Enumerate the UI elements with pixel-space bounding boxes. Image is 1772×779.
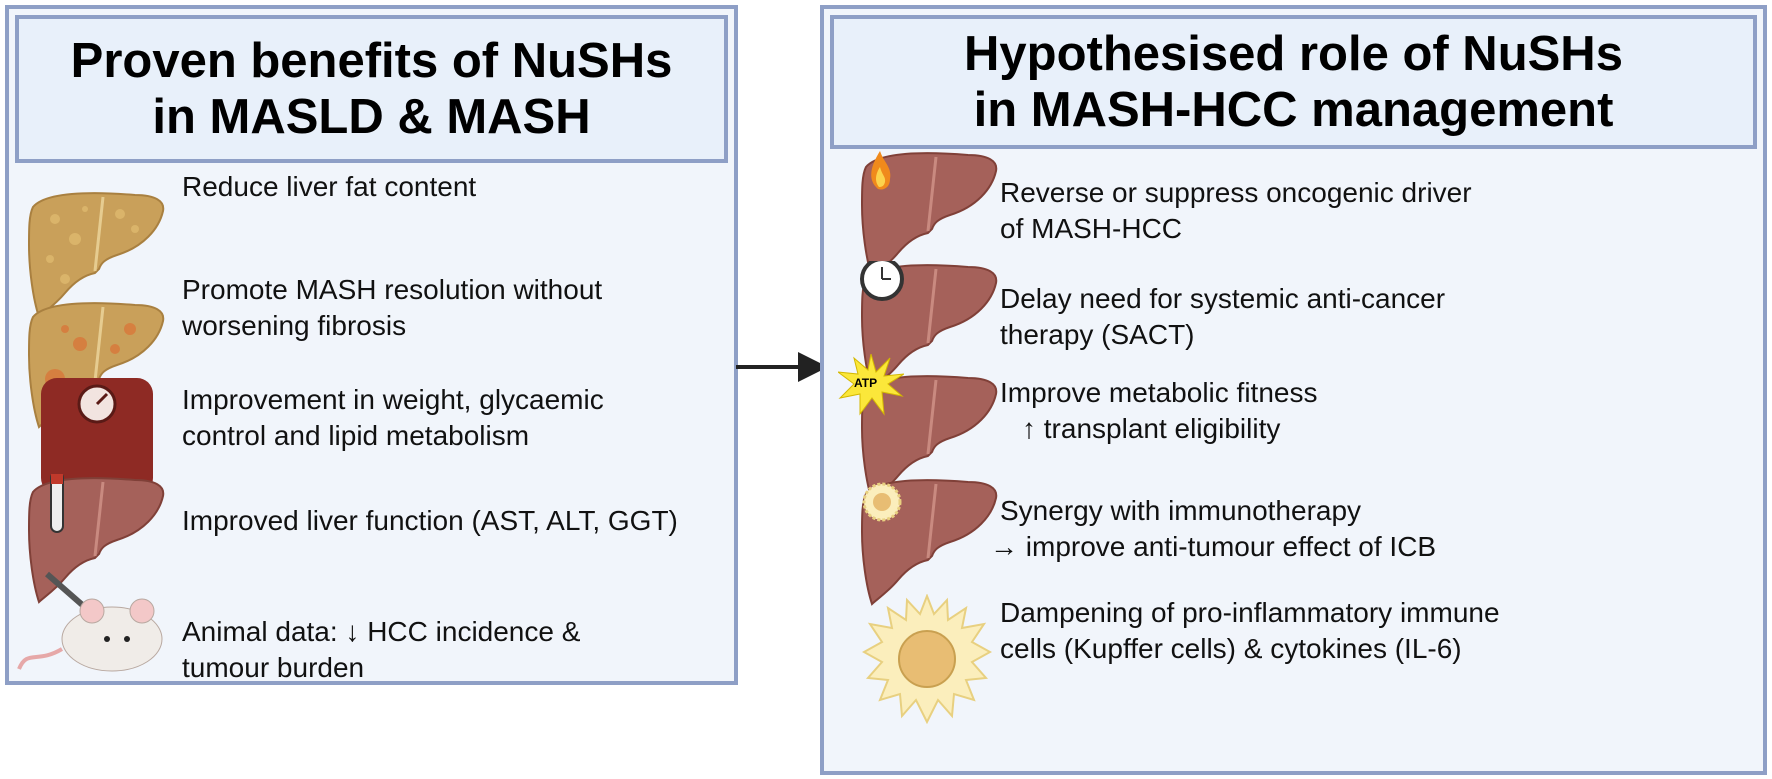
up-arrow-icon: ↑ (1022, 413, 1036, 444)
connector-arrow-icon (736, 352, 828, 382)
mouse-injection-icon (17, 571, 163, 672)
role-item: Reverse or suppress oncogenic driver of M… (1000, 175, 1472, 247)
title-line: Proven benefits of NuSHs (70, 34, 673, 88)
item-text: Reverse or suppress oncogenic driver (1000, 177, 1472, 208)
fatty-liver-icon (28, 192, 165, 318)
item-text: improve anti-tumour effect of ICB (1025, 531, 1437, 562)
benefit-item: Promote MASH resolution without worsening… (182, 272, 602, 344)
weighing-scale-icon (41, 378, 153, 494)
item-text: Improve metabolic fitness (1000, 377, 1318, 408)
item-text: Reduce liver fat content (182, 171, 477, 202)
left-panel: Proven benefits of NuSHs in MASLD & MASH … (5, 5, 738, 685)
left-panel-title: Proven benefits of NuSHs in MASLD & MASH (15, 15, 728, 163)
item-text: Delay need for systemic anti-cancer (1000, 283, 1446, 314)
title-line: in MASLD & MASH (152, 90, 591, 144)
item-text: Synergy with immunotherapy (1000, 495, 1362, 526)
item-text: Animal data: (182, 616, 338, 647)
item-text: therapy (SACT) (1000, 319, 1195, 350)
item-text: HCC incidence & (367, 616, 581, 647)
kupffer-cell-icon (862, 594, 992, 724)
liver-clock-icon (860, 261, 998, 390)
benefit-item: Improved liver function (AST, ALT, GGT) (182, 503, 678, 539)
item-text: transplant eligibility (1043, 413, 1281, 444)
item-text: Dampening of pro-inflammatory immune (1000, 597, 1500, 628)
item-text: cells (Kupffer cells) & cytokines (IL-6) (1000, 633, 1462, 664)
right-panel-title: Hypothesised role of NuSHs in MASH-HCC ma… (830, 15, 1757, 149)
right-arrow-icon: → (990, 531, 1018, 562)
role-item: Delay need for systemic anti-cancer thera… (1000, 281, 1445, 353)
item-text: Promote MASH resolution without (182, 274, 603, 305)
benefit-item: Improvement in weight, glycaemic control … (182, 382, 604, 454)
item-text: Improved liver function (AST, ALT, GGT) (182, 505, 678, 536)
item-text: tumour burden (182, 652, 365, 683)
atp-burst-icon (838, 354, 904, 416)
liver-immune-cell-icon (858, 464, 1008, 605)
liver-blood-test-icon (28, 474, 165, 603)
item-text: worsening fibrosis (182, 310, 407, 341)
item-text: control and lipid metabolism (182, 420, 530, 451)
benefit-item: Reduce liver fat content (182, 169, 476, 205)
liver-atp-icon: ATP (838, 354, 1008, 501)
title-line: Hypothesised role of NuSHs (964, 27, 1623, 81)
item-text: of MASH-HCC (1000, 213, 1183, 244)
role-item: Improve metabolic fitness ↑ transplant el… (1000, 375, 1317, 447)
title-line: in MASH-HCC management (973, 83, 1614, 137)
right-panel: Hypothesised role of NuSHs in MASH-HCC ma… (820, 5, 1767, 775)
atp-label: ATP (854, 376, 878, 390)
down-arrow-icon: ↓ (345, 616, 360, 647)
liver-fire-icon (861, 151, 998, 278)
role-item: Dampening of pro-inflammatory immune cell… (1000, 595, 1500, 667)
role-item: Synergy with immunotherapy → improve anti… (990, 493, 1437, 565)
benefit-item: Animal data: ↓ HCC incidence & tumour bur… (182, 614, 580, 686)
item-text: Improvement in weight, glycaemic (182, 384, 604, 415)
